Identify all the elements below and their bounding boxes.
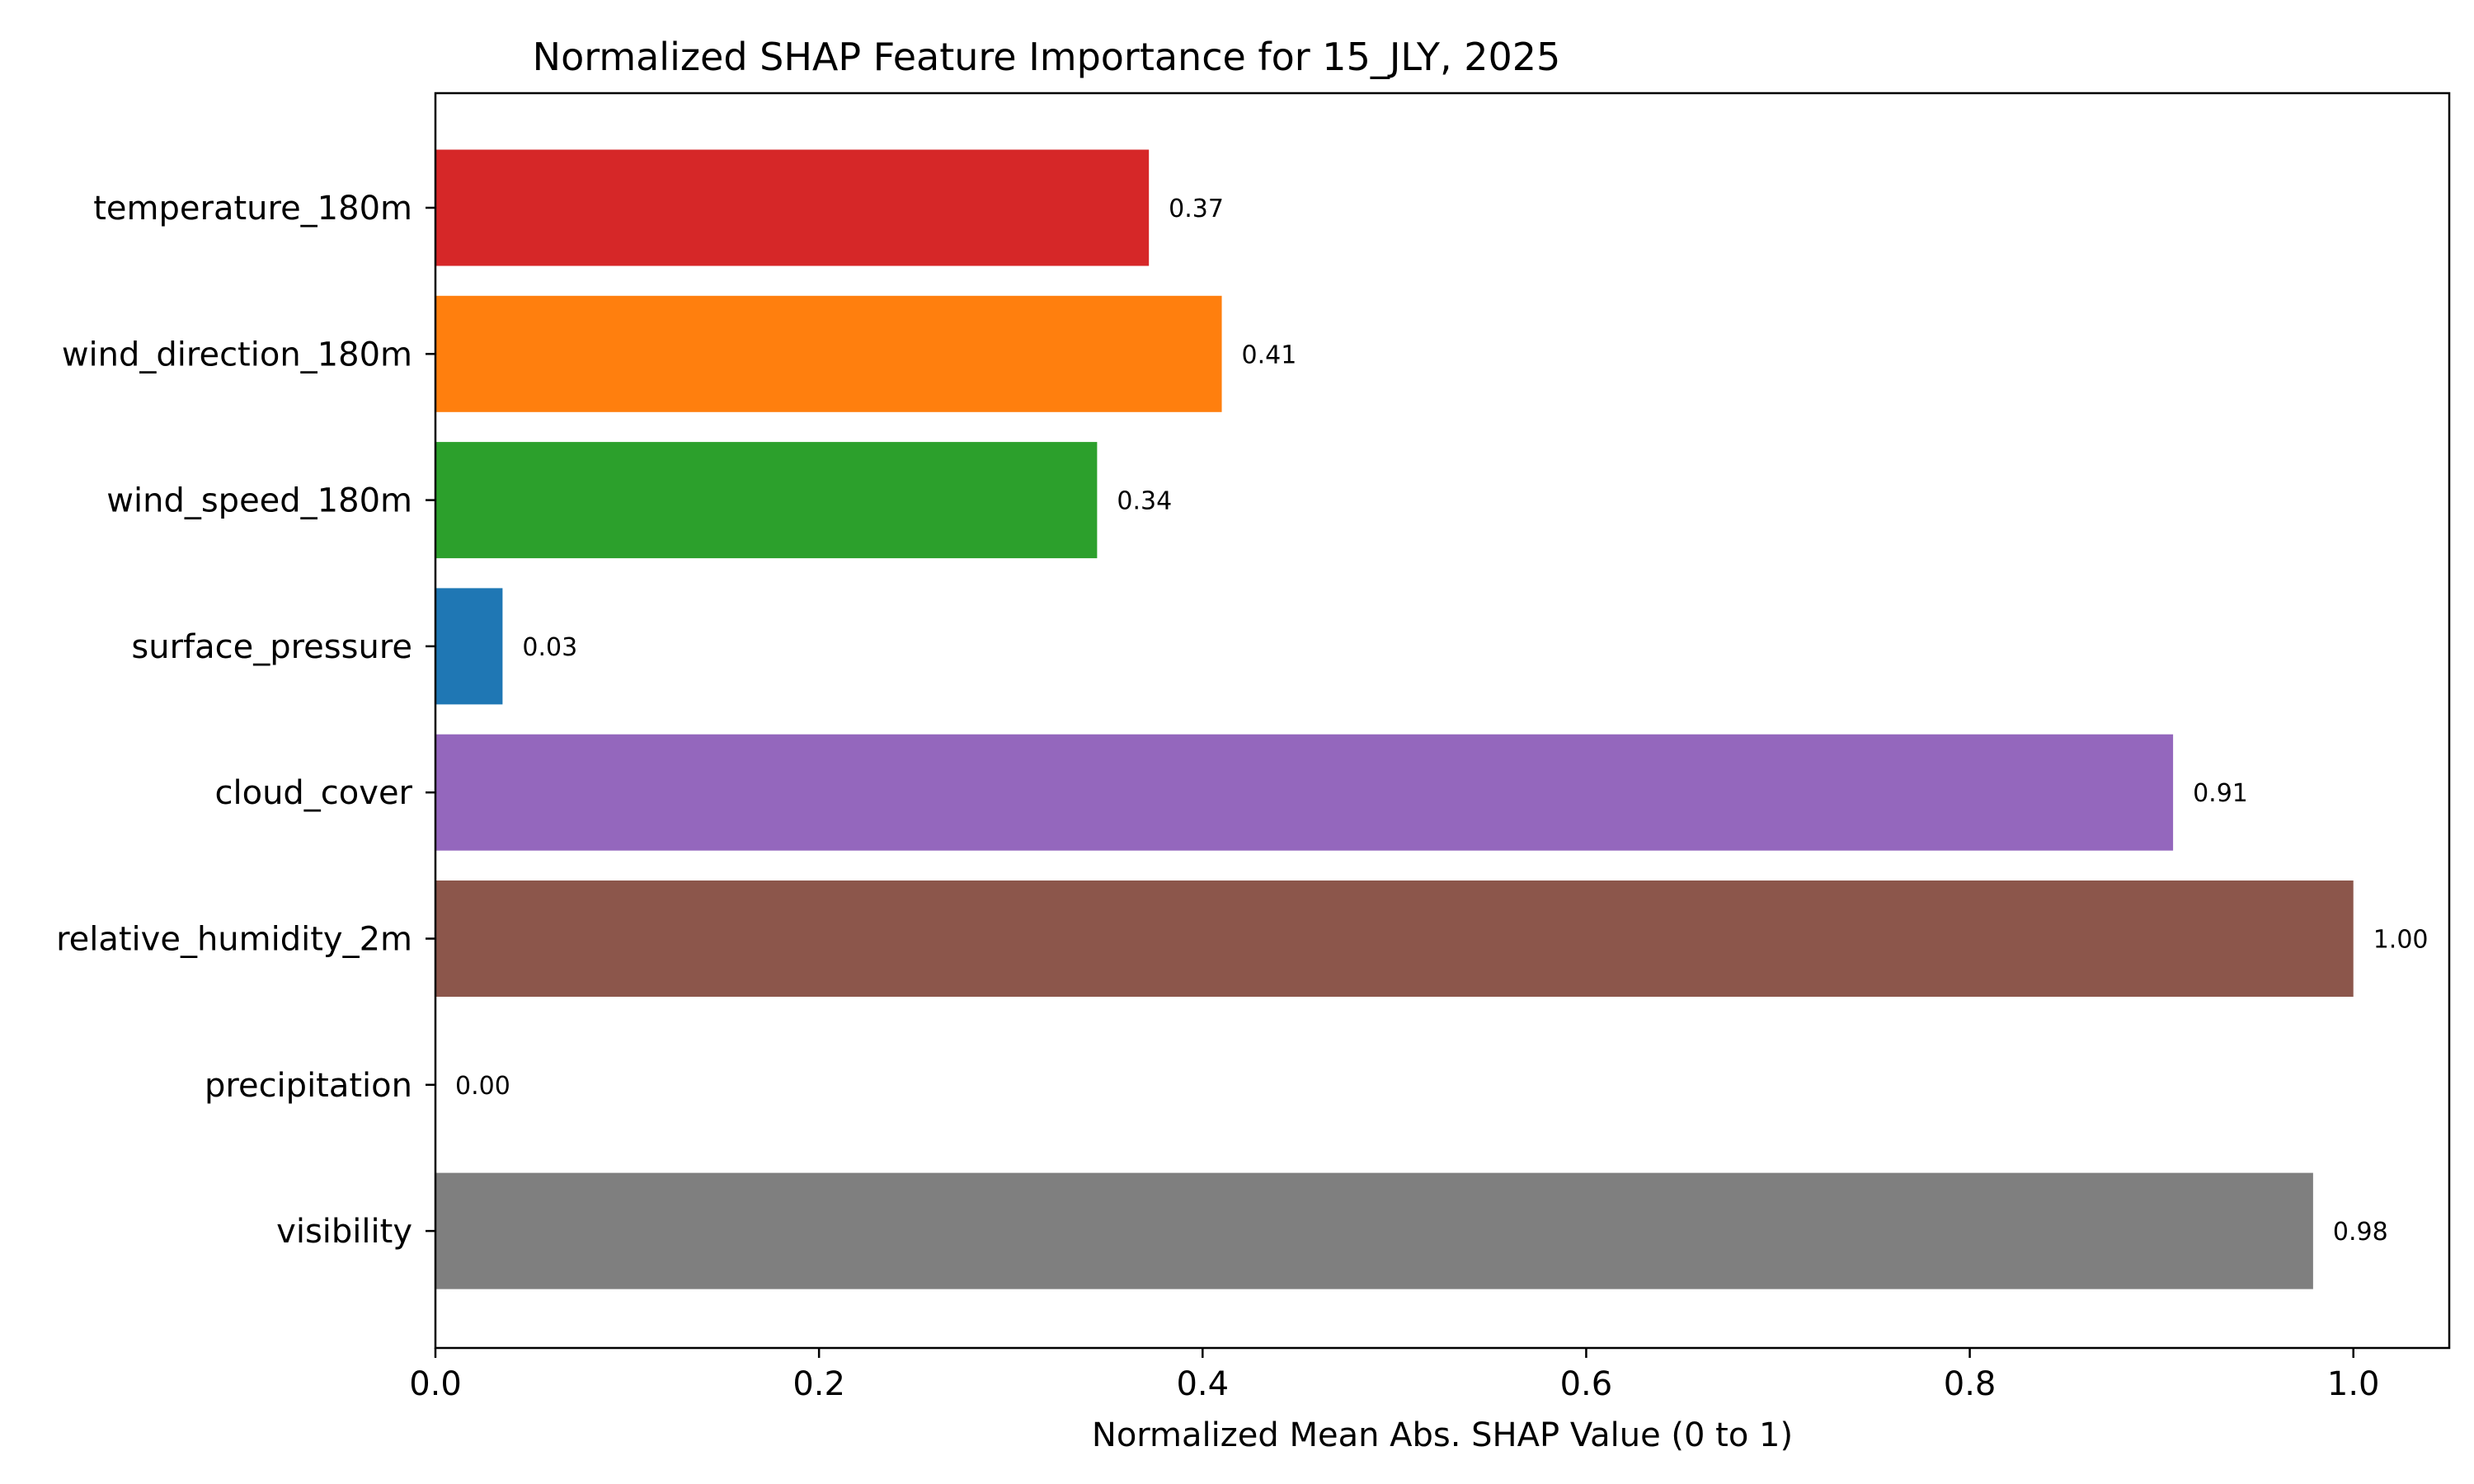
x-axis-label: Normalized Mean Abs. SHAP Value (0 to 1) (1092, 1416, 1793, 1454)
y-tick-label: wind_direction_180m (62, 336, 412, 373)
plot-frame (434, 92, 2451, 1350)
bar-surface-pressure (435, 588, 503, 705)
bar-relative-humidity-2m (435, 881, 2354, 997)
bar-value-label: 0.34 (1117, 487, 1172, 516)
bar-wind-direction-180m (435, 295, 1222, 412)
x-tick-label: 0.6 (1560, 1365, 1613, 1403)
bars-layer: 0.37 0.41 0.34 0.03 0.91 1.00 0.00 0.98 (435, 149, 2429, 1289)
chart-title: Normalized SHAP Feature Importance for 1… (533, 35, 1561, 79)
bar-value-label: 0.41 (1242, 340, 1297, 369)
bar-value-label: 0.00 (455, 1072, 510, 1101)
bar-value-label: 1.00 (2373, 926, 2429, 955)
x-tick-label: 0.0 (409, 1365, 462, 1403)
x-tick-label: 0.2 (793, 1365, 845, 1403)
bar-cloud-cover (435, 734, 2174, 851)
x-tick-label: 0.8 (1944, 1365, 1997, 1403)
y-tick-label: wind_speed_180m (106, 482, 412, 520)
bar-value-label: 0.37 (1169, 195, 1224, 223)
bar-value-label: 0.98 (2333, 1218, 2388, 1247)
y-tick-label: temperature_180m (93, 190, 412, 228)
bar-temperature-180m (435, 149, 1150, 266)
bar-visibility (435, 1172, 2313, 1289)
y-tick-label: precipitation (205, 1067, 412, 1105)
y-tick-label: relative_humidity_2m (56, 921, 412, 959)
x-ticks: 0.0 0.2 0.4 0.6 0.8 1.0 (409, 1348, 2380, 1403)
y-tick-label: visibility (276, 1213, 412, 1251)
x-tick-label: 1.0 (2327, 1365, 2380, 1403)
y-tick-labels: temperature_180m wind_direction_180m wind_… (56, 190, 435, 1251)
x-tick-label: 0.4 (1176, 1365, 1229, 1403)
y-tick-label: cloud_cover (214, 774, 412, 812)
bar-value-label: 0.91 (2193, 779, 2248, 808)
bar-wind-speed-180m (435, 442, 1098, 559)
bar-value-label: 0.03 (522, 633, 577, 662)
y-tick-label: surface_pressure (131, 628, 412, 666)
